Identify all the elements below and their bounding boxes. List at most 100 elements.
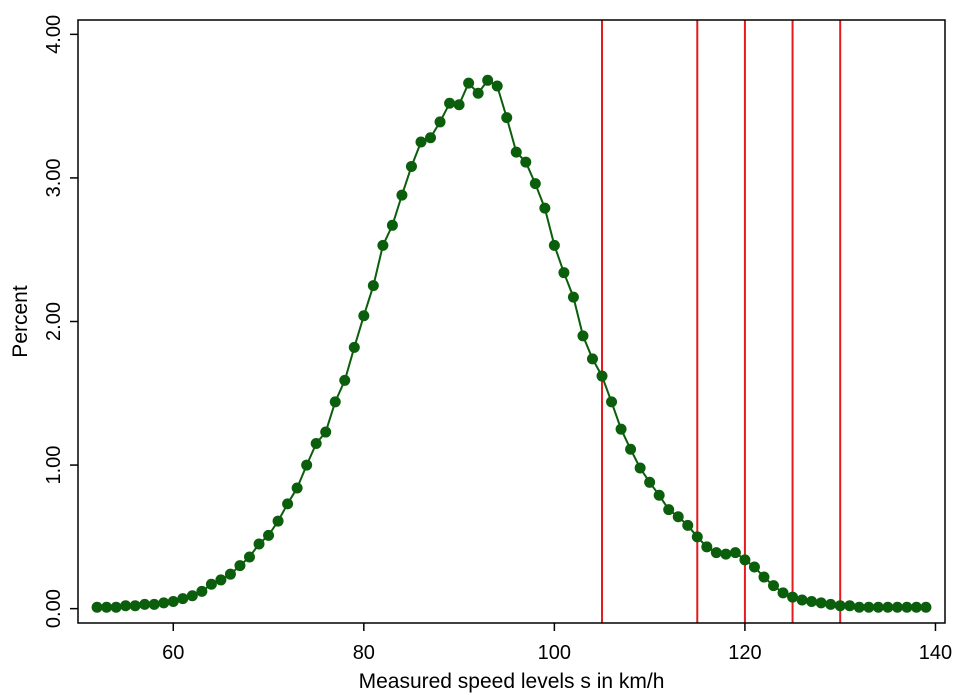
y-tick-label: 3.00 — [43, 158, 65, 197]
data-point — [291, 482, 303, 494]
data-point — [339, 374, 351, 386]
data-point — [367, 280, 379, 292]
data-point — [301, 459, 313, 471]
data-point — [644, 476, 656, 488]
data-point — [396, 189, 408, 201]
data-point — [167, 595, 179, 607]
data-point — [234, 560, 246, 572]
data-point — [787, 591, 799, 603]
data-point — [748, 561, 760, 573]
x-tick-label: 100 — [538, 642, 571, 664]
y-tick-label: 4.00 — [43, 15, 65, 54]
data-point — [777, 587, 789, 599]
data-point — [567, 291, 579, 303]
data-point — [472, 87, 484, 99]
data-point — [444, 97, 456, 109]
data-point — [453, 99, 465, 111]
data-point — [434, 116, 446, 128]
data-point — [482, 74, 494, 86]
data-point — [158, 597, 170, 609]
data-point — [729, 547, 741, 559]
data-point — [768, 580, 780, 592]
data-point — [891, 601, 903, 613]
data-point — [129, 600, 141, 612]
data-point — [177, 593, 189, 605]
data-point — [510, 146, 522, 158]
data-point — [539, 202, 551, 214]
y-tick-label: 0.00 — [43, 589, 65, 628]
data-point — [701, 541, 713, 553]
x-tick-label: 60 — [162, 642, 184, 664]
data-point — [634, 462, 646, 474]
data-point — [806, 595, 818, 607]
data-point — [577, 330, 589, 342]
data-point — [910, 601, 922, 613]
plot-frame — [77, 19, 946, 624]
y-tick-label: 2.00 — [43, 302, 65, 341]
data-point — [758, 571, 770, 583]
y-axis-label: Percent — [9, 285, 32, 358]
data-point — [548, 239, 560, 251]
series-line — [97, 78, 926, 609]
data-point — [186, 590, 198, 602]
data-point — [663, 504, 675, 516]
data-point — [863, 601, 875, 613]
data-point — [425, 132, 437, 144]
data-point — [272, 515, 284, 527]
data-point — [520, 156, 532, 168]
data-point — [720, 548, 732, 560]
data-point — [215, 574, 227, 586]
data-point — [834, 600, 846, 612]
data-point — [263, 529, 275, 541]
y-tick-label: 1.00 — [43, 446, 65, 485]
threshold-lines — [601, 20, 842, 623]
data-point — [872, 601, 884, 613]
data-point — [101, 601, 113, 613]
data-point — [815, 597, 827, 609]
x-axis-label: Measured speed levels s in km/h — [359, 670, 665, 693]
data-point — [110, 601, 122, 613]
data-point — [853, 601, 865, 613]
data-point — [463, 77, 475, 89]
data-point — [825, 598, 837, 610]
data-point — [205, 578, 217, 590]
x-axis-ticks: 60 80 100 120 140 — [162, 623, 952, 664]
data-point — [739, 554, 751, 566]
y-axis-ticks: 0.00 1.00 2.00 3.00 4.00 — [43, 15, 78, 628]
data-point — [491, 80, 503, 92]
x-tick-label: 140 — [919, 642, 952, 664]
data-point — [253, 538, 265, 550]
data-point — [243, 551, 255, 563]
data-point — [615, 423, 627, 435]
data-point — [625, 443, 637, 455]
x-tick-label: 80 — [353, 642, 375, 664]
data-point — [310, 438, 322, 450]
x-tick-label: 120 — [728, 642, 761, 664]
data-point — [348, 341, 360, 353]
series-group — [91, 74, 932, 613]
data-point — [882, 601, 894, 613]
data-point — [501, 112, 513, 124]
data-point — [672, 511, 684, 523]
data-point — [920, 601, 932, 613]
data-point — [691, 531, 703, 543]
data-point — [148, 598, 160, 610]
data-point — [653, 489, 665, 501]
data-point — [901, 601, 913, 613]
data-point — [596, 370, 608, 382]
data-point — [796, 594, 808, 606]
data-point — [606, 396, 618, 408]
data-point — [386, 219, 398, 231]
data-point — [120, 600, 132, 612]
data-point — [358, 310, 370, 322]
data-point — [224, 568, 236, 580]
data-point — [320, 426, 332, 438]
data-point — [529, 178, 541, 190]
data-point — [405, 160, 417, 172]
data-point — [139, 598, 151, 610]
data-point — [682, 519, 694, 531]
data-point — [282, 498, 294, 510]
data-point — [377, 239, 389, 251]
